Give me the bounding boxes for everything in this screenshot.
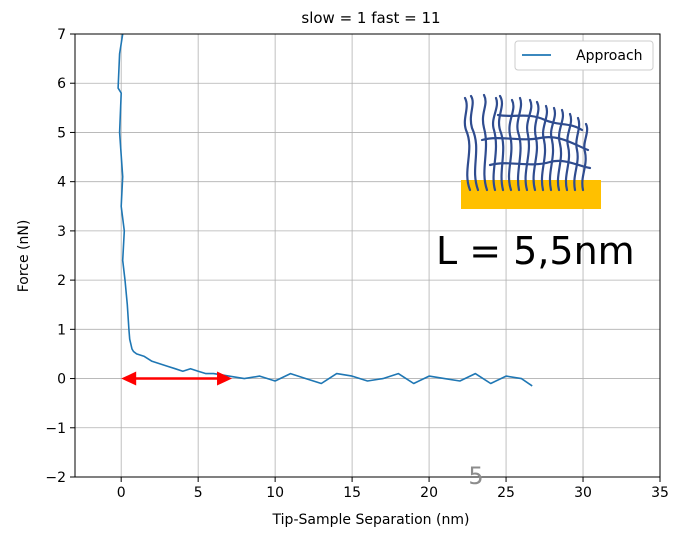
y-axis-label: Force (nN)	[16, 220, 32, 293]
y-axis-ticks: −2 −1 0 1 2 3 4 5 6 7	[45, 27, 75, 486]
x-tick-label: 5	[194, 485, 203, 501]
x-tick-label: 10	[266, 485, 284, 501]
polymer-brush-illustration	[461, 93, 601, 209]
x-tick-label: 25	[497, 485, 515, 501]
y-tick-label: 6	[57, 76, 66, 92]
y-tick-label: 4	[57, 175, 66, 191]
x-tick-label: 30	[574, 485, 592, 501]
brush-chain	[469, 94, 480, 192]
brush-chain	[507, 98, 515, 192]
corner-number: 5	[468, 462, 483, 490]
brush-chain	[532, 100, 540, 192]
y-tick-label: 7	[57, 27, 66, 43]
brush-chain	[556, 108, 564, 192]
y-tick-label: 5	[57, 125, 66, 141]
substrate-rect	[461, 180, 601, 209]
x-axis-ticks: 0 5 10 15 20 25 30 35	[117, 477, 669, 501]
y-tick-label: −1	[45, 421, 66, 437]
series-line-approach	[117, 33, 533, 387]
brush-chain	[488, 159, 592, 170]
arrow-head-left	[121, 371, 137, 386]
brush-chain	[497, 94, 505, 192]
x-tick-label: 35	[651, 485, 669, 501]
legend: Approach	[514, 40, 654, 71]
brush-chain	[496, 113, 584, 132]
x-axis-label: Tip-Sample Separation (nm)	[272, 512, 470, 528]
y-tick-label: 2	[57, 273, 66, 289]
brush-chain	[564, 112, 573, 192]
legend-box	[514, 40, 654, 71]
brush-chain	[540, 104, 548, 192]
brush-chain	[548, 106, 556, 192]
y-tick-label: 0	[57, 372, 66, 388]
brush-chain	[516, 96, 523, 192]
y-tick-label: −2	[45, 470, 66, 486]
brush-chains	[463, 93, 592, 192]
brush-chain	[481, 93, 489, 192]
brush-chain	[492, 96, 498, 192]
x-tick-label: 20	[420, 485, 438, 501]
plot-frame	[74, 33, 661, 478]
brush-chain	[581, 122, 589, 192]
chart-title: slow = 1 fast = 11	[301, 9, 440, 27]
brush-chain	[463, 96, 472, 192]
brush-chain	[524, 98, 533, 192]
brush-chain	[573, 116, 581, 192]
x-tick-label: 15	[343, 485, 361, 501]
y-tick-label: 3	[57, 224, 66, 240]
arrow-head-right	[217, 371, 233, 386]
legend-label-approach: Approach	[576, 48, 643, 64]
y-tick-label: 1	[57, 322, 66, 338]
thickness-arrow	[121, 371, 233, 386]
x-tick-label: 0	[117, 485, 126, 501]
brush-chain	[480, 136, 590, 152]
thickness-label: L = 5,5nm	[436, 229, 635, 273]
